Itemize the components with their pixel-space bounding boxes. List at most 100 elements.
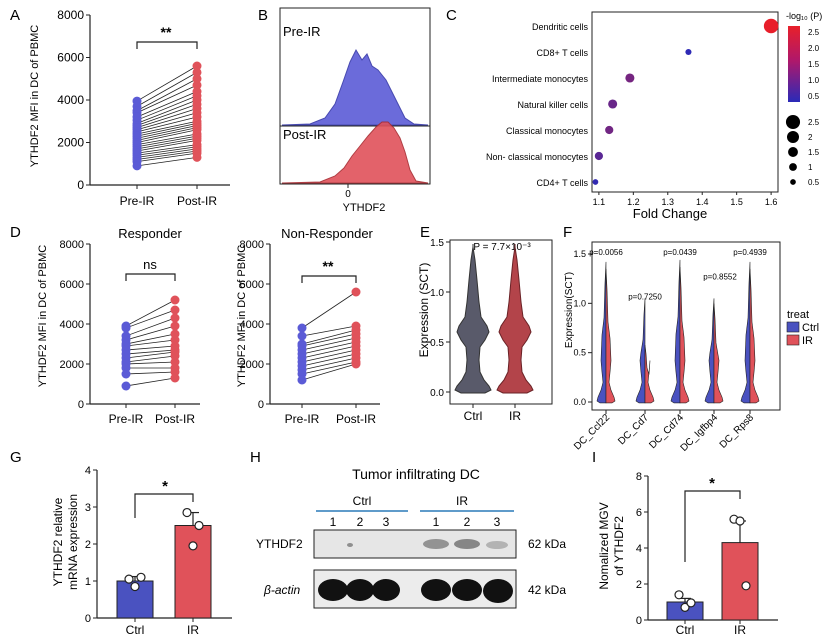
panel-f-violin-ctrl-half <box>670 259 681 404</box>
panel-d-responder-pre-point <box>121 381 131 391</box>
panel-g-y-label-line1: YTHDF2 relative <box>51 497 65 586</box>
panel-g-y-tick: 4 <box>85 465 91 477</box>
panel-i-data-point <box>680 602 690 613</box>
blot-kda-ythdf2: 62 kDa <box>528 537 566 551</box>
panel-i-y-label-line1: Nomalized MGV <box>597 502 611 589</box>
panel-g-data-point <box>188 541 198 551</box>
panel-g-bar: YTHDF2 relative mRNA expression Ctrl IR … <box>51 465 232 637</box>
panel-b-pre-histogram <box>281 48 429 126</box>
panel-f-violin-ctrl-half <box>596 261 607 404</box>
panel-i-significance: * <box>709 475 715 492</box>
panel-b-x-tick: 0 <box>345 189 351 200</box>
panel-d-responder-x-tick-pre: Pre-IR <box>109 412 144 426</box>
panel-a-pair-line <box>136 103 198 126</box>
panel-c-bubble <box>605 125 614 135</box>
panel-d-nonresponder-title: Non-Responder <box>281 226 373 241</box>
panel-c-x-tick: 1.3 <box>662 197 675 207</box>
panel-a-significance: ** <box>161 24 172 40</box>
panel-f-y-label: Expression(SCT) <box>564 272 575 348</box>
panel-a-pair-line <box>136 125 198 139</box>
panel-c-size-legend-dot <box>787 131 799 143</box>
panel-d-responder-pair-line <box>125 333 176 345</box>
panel-c-x-tick: 1.1 <box>593 197 606 207</box>
panel-c-x-tick: 1.6 <box>765 197 778 207</box>
panel-d-responder-pair-line <box>125 345 176 351</box>
panel-c-color-legend-title: -log₁₀ (P) <box>786 11 822 21</box>
panel-d-nonresponder-x-tick-pre: Pre-IR <box>285 412 320 426</box>
panel-d-nonresponder-pair-line <box>301 349 357 363</box>
panel-f-legend-ctrl: Ctrl <box>802 322 819 334</box>
panel-e-y-tick: 0.0 <box>430 388 444 399</box>
panel-e-y-tick: 0.5 <box>430 338 444 349</box>
panel-a-paired-plot: YTHDF2 MFI in DC of PBMC Pre-IR Post-IR … <box>29 8 230 208</box>
panel-a-pair-line <box>136 127 198 141</box>
panel-g-data-point <box>194 520 204 531</box>
panel-c-size-legend-dot <box>785 114 801 130</box>
panel-d-nonresponder-pair-line <box>301 341 357 355</box>
panel-g-y-tick: 2 <box>85 539 91 551</box>
panel-d-responder-y-tick: 8000 <box>60 239 84 251</box>
panel-a-pair-line <box>136 148 198 158</box>
blot-group-ir: IR <box>456 494 468 508</box>
panel-c-bubble-plot: Fold Change -log₁₀ (P) Dendritic cells CD… <box>486 11 822 221</box>
blot-lane-4: 1 <box>433 515 440 529</box>
panel-h-western-blot: Tumor infiltrating DC Ctrl IR 1 2 3 1 2 … <box>256 466 566 609</box>
panel-a-pair-line <box>136 150 198 160</box>
blot-actin-band <box>318 579 348 601</box>
panel-e-y-label: Expression (SCT) <box>417 263 431 358</box>
panel-i-bar: Nomalized MGV of YTHDF2 Ctrl IR * 0 2 4 6 8 <box>597 471 778 637</box>
panel-a-significance-bracket <box>136 41 198 49</box>
panel-c-size-legend-label: 2 <box>808 133 813 142</box>
panel-a-post-point <box>192 80 202 90</box>
panel-g-y-tick: 0 <box>85 613 91 625</box>
panel-d-responder-post-point <box>170 313 180 323</box>
panel-f-pvalue: p=0.8552 <box>703 273 737 282</box>
blot-lane-2: 2 <box>357 515 364 529</box>
panel-a-pair-line <box>136 156 198 167</box>
panel-c-frame <box>591 11 779 193</box>
panel-a-pair-line <box>136 99 198 124</box>
panel-a-pair-line <box>136 112 198 131</box>
panel-d-nonresponder-pair-line <box>301 361 357 375</box>
panel-d-responder-post-point <box>170 295 180 305</box>
panel-d-nonresponder-x-tick-post: Post-IR <box>336 412 376 426</box>
panel-f-legend-ctrl-swatch <box>786 321 800 333</box>
panel-d-nonresponder-pair-line <box>301 325 357 337</box>
blot-ythdf2-band <box>486 541 508 549</box>
panel-d-nonresponder-pre-point <box>297 375 307 385</box>
blot-ythdf2-band <box>423 539 449 549</box>
panel-c-row-label: Non- classical monocytes <box>486 152 589 162</box>
panel-a-y-tick: 0 <box>77 178 84 192</box>
panel-g-bar <box>174 525 212 619</box>
panel-d-responder-pair-line <box>125 351 176 359</box>
panel-b-post-histogram <box>281 121 429 184</box>
panel-i-data-point <box>686 598 696 608</box>
panel-d-nonresponder-pair-line <box>301 357 357 371</box>
panel-a-post-point <box>192 74 202 84</box>
blot-actin-band <box>346 579 374 601</box>
panel-f-frame <box>591 241 781 411</box>
panel-i-data-point <box>674 590 684 600</box>
panel-d-responder-post-point <box>170 321 180 331</box>
panel-g-data-point <box>182 507 192 518</box>
panel-d-nonresponder-significance-bracket <box>301 275 357 283</box>
panel-c-bubble <box>625 73 635 83</box>
panel-i-y-tick: 8 <box>636 471 642 483</box>
panel-a-pair-line <box>136 129 198 143</box>
panel-d-responder-pair-line <box>125 325 176 341</box>
panel-a-pair-line <box>136 91 198 118</box>
panel-f-violin-ir-half <box>713 303 724 404</box>
panel-f-y-tick: 0.0 <box>573 397 586 407</box>
panel-b-x-label: YTHDF2 <box>343 202 386 214</box>
panel-a-pair-line <box>136 116 198 133</box>
panel-e-pvalue: P = 7.7×10⁻³ <box>473 242 531 253</box>
panel-d-responder-significance: ns <box>143 257 157 272</box>
panel-a-pair-line <box>136 108 198 129</box>
panel-a-pair-line <box>136 122 198 137</box>
panel-d-nonresponder-pair-line <box>301 333 357 347</box>
panel-c-color-tick: 0.5 <box>808 92 820 101</box>
panel-a-pair-line <box>136 72 198 107</box>
panel-i-x-tick-ir: IR <box>734 623 746 637</box>
panel-c-x-label: Fold Change <box>633 206 707 221</box>
blot-lane-3: 3 <box>383 515 390 529</box>
